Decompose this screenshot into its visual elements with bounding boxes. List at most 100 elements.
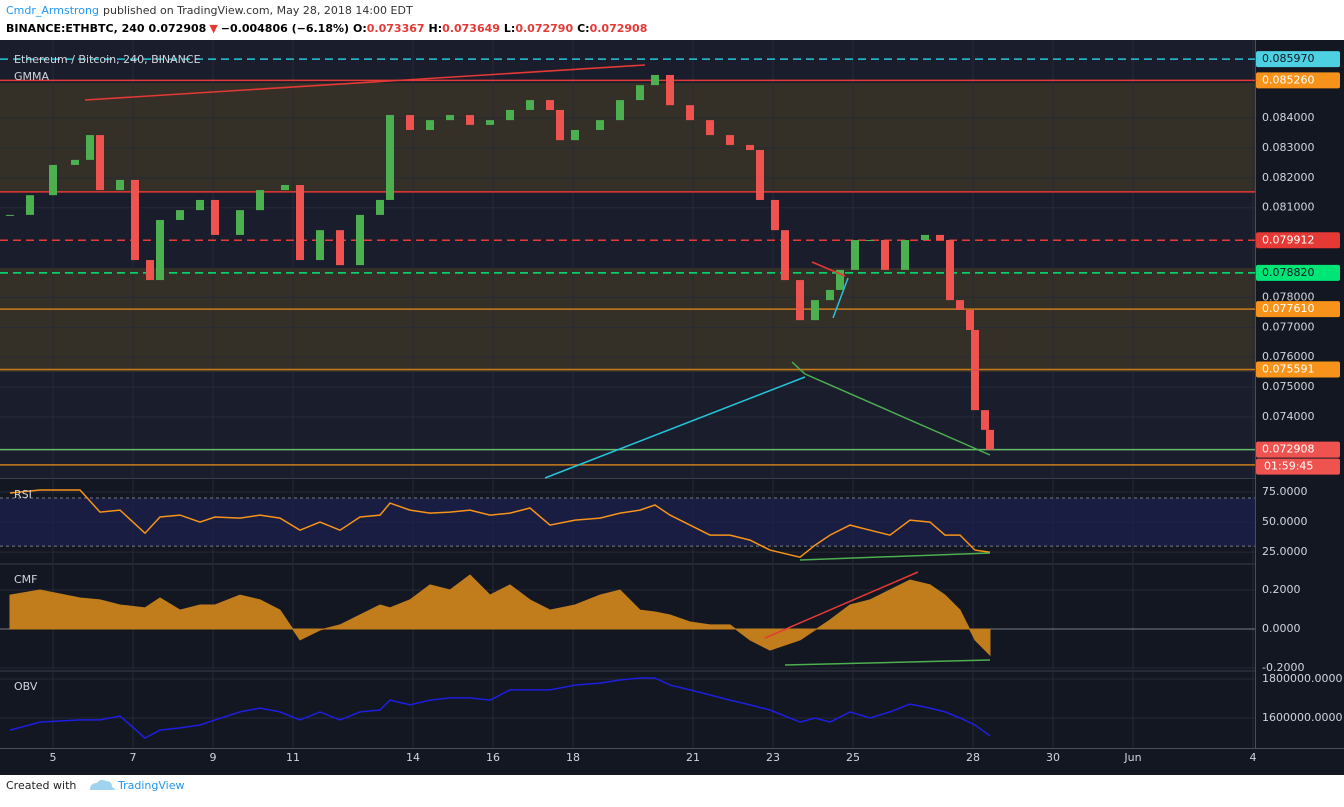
candle (256, 190, 264, 211)
x-tick-label: 30 (1046, 751, 1060, 764)
x-tick-label: 21 (686, 751, 700, 764)
footer-brand[interactable]: TradingView (117, 779, 184, 792)
trend-line (784, 659, 991, 666)
y-tick-label: 0.074000 (1262, 410, 1315, 423)
published: published on TradingView.com, May 28, 20… (103, 4, 413, 17)
pane-subtitle: GMMA (14, 70, 50, 83)
candle (296, 185, 304, 261)
trend-line (811, 261, 846, 277)
candle (616, 100, 624, 121)
candle (446, 115, 454, 121)
candle (526, 100, 534, 110)
candle (96, 135, 104, 191)
y-tick-label: 0.076000 (1262, 350, 1315, 363)
candle (851, 240, 859, 270)
price-label: 0.085970 (1262, 52, 1315, 65)
y-tick-label: 0.081000 (1262, 201, 1315, 214)
candle (771, 199, 779, 231)
price-label-box (1256, 264, 1340, 281)
candle (556, 109, 564, 141)
price-label-box (1256, 441, 1340, 458)
y-tick-label: 0.082000 (1262, 171, 1315, 184)
x-tick-label: 18 (566, 751, 580, 764)
candle (836, 269, 844, 290)
candle (981, 410, 989, 430)
candle (386, 115, 394, 200)
candle (86, 135, 94, 160)
trend-line (804, 373, 991, 456)
candle (426, 120, 434, 130)
x-tick-label: 25 (846, 751, 860, 764)
candle (316, 230, 324, 261)
candle (146, 260, 154, 281)
y-tick-label: -0.2000 (1262, 661, 1304, 674)
ohlc-label: L: (504, 22, 515, 35)
ohlc-value: 0.072908 (590, 22, 648, 35)
candle (336, 230, 344, 266)
price-label-box (1256, 51, 1340, 68)
candle (781, 230, 789, 281)
candle (636, 85, 644, 101)
x-tick-label: 16 (486, 751, 500, 764)
trend-line (764, 571, 919, 639)
candle (971, 330, 979, 411)
candle (281, 185, 289, 191)
logo (90, 779, 115, 790)
y-tick-label: 0.078000 (1262, 290, 1315, 303)
ohlc-label: O: (353, 22, 367, 35)
author[interactable]: Cmdr_Armstrong (6, 4, 99, 17)
pane-title: Ethereum / Bitcoin, 240, BINANCE (14, 53, 201, 66)
x-tick-label: 11 (286, 751, 300, 764)
trend-line (799, 552, 991, 561)
candle (211, 199, 219, 235)
drawings (84, 64, 991, 666)
candle (866, 240, 874, 242)
candle (26, 195, 34, 215)
candle (946, 240, 954, 301)
area (9, 574, 991, 657)
candle (236, 210, 244, 235)
price-label: 0.078820 (1262, 266, 1315, 279)
x-tick-label: 5 (50, 751, 57, 764)
line (9, 677, 991, 740)
candle (406, 115, 414, 130)
candle (686, 105, 694, 121)
trend-line (832, 277, 849, 319)
y-tick-label: 1800000.0000 (1262, 672, 1342, 685)
arrow: ▼ (209, 22, 218, 35)
x-tick-label: 4 (1250, 751, 1257, 764)
header-line: Cmdr_Armstrong published on TradingView.c… (6, 4, 413, 17)
candle (901, 240, 909, 270)
line (9, 489, 991, 559)
x-tick-label: 7 (130, 751, 137, 764)
candle (506, 109, 514, 121)
y-tick-label: 0.2000 (1262, 583, 1301, 596)
ohlc-label: C: (577, 22, 589, 35)
price-label: 0.075591 (1262, 362, 1315, 375)
candle (131, 179, 139, 261)
candle (921, 234, 929, 241)
pane-title: CMF (14, 573, 38, 586)
footer-text: Created with (6, 779, 76, 792)
price-label-box (1256, 301, 1340, 318)
candle (356, 214, 364, 266)
price-label: 0.072908 (1262, 443, 1315, 456)
x-tick-label: Jun (1123, 751, 1141, 764)
candle (571, 129, 579, 141)
pane-title: OBV (14, 680, 38, 693)
change: −0.004806 (−6.18%) (221, 22, 349, 35)
trend-line (84, 64, 646, 101)
ohlc-label: H: (429, 22, 443, 35)
candle (826, 289, 834, 301)
rsi-band (0, 498, 1255, 547)
pane-title: RSI (14, 488, 32, 501)
symbol-line: BINANCE:ETHBTC, 240 0.072908 ▼ −0.004806 (−… (6, 22, 647, 35)
ohlc-value: 0.073649 (442, 22, 500, 35)
candle (376, 199, 384, 215)
y-tick-label: 0.0000 (1262, 622, 1301, 635)
symbol: BINANCE:ETHBTC, 240 (6, 22, 145, 35)
candle (651, 74, 659, 86)
candle (746, 144, 754, 151)
candle (176, 210, 184, 220)
x-tick-label: 28 (966, 751, 980, 764)
